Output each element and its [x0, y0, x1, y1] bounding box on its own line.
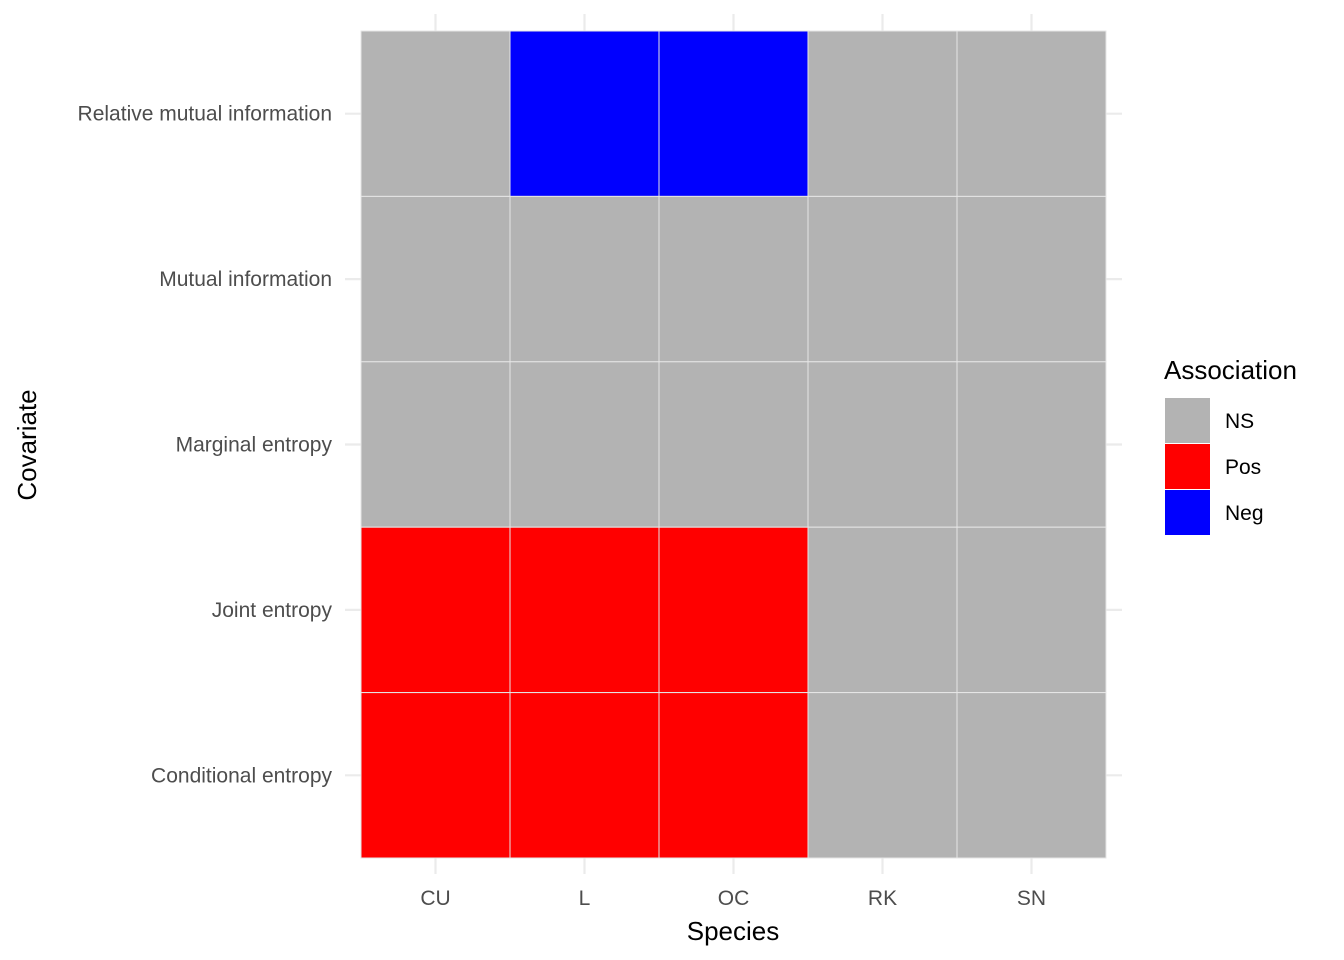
y-axis-ticks: Relative mutual information Mutual inform…	[78, 103, 333, 788]
cell-sn-4-ns	[956, 526, 1107, 694]
x-tick-label-sn: SN	[1017, 887, 1046, 910]
x-tick-label-oc: OC	[718, 887, 750, 910]
legend: Association NS Pos Neg	[1164, 355, 1297, 535]
legend-entries: NS Pos Neg	[1165, 398, 1264, 535]
y-tick-label-5: Conditional entropy	[151, 764, 332, 787]
cell-l-5-pos	[509, 692, 660, 859]
cell-sn-3-ns	[956, 361, 1107, 528]
y-tick-label-3: Marginal entropy	[176, 434, 333, 457]
y-axis-title: Covariate	[12, 389, 42, 500]
x-tick-label-cu: CU	[420, 887, 450, 910]
cell-sn-5-ns	[956, 692, 1107, 859]
cell-l-4-pos	[509, 526, 660, 694]
cell-oc-2-ns	[658, 195, 809, 363]
cell-cu-1-ns	[360, 30, 511, 197]
cell-cu-4-pos	[360, 526, 511, 694]
y-tick-label-4: Joint entropy	[212, 599, 333, 622]
cell-oc-3-ns	[658, 361, 809, 528]
cell-l-1-neg	[509, 30, 660, 197]
legend-label-neg: Neg	[1225, 502, 1264, 525]
x-tick-label-l: L	[579, 887, 591, 910]
legend-label-ns: NS	[1225, 410, 1254, 433]
cell-l-3-ns	[509, 361, 660, 528]
cell-rk-1-ns	[807, 30, 958, 197]
cell-oc-1-neg	[658, 30, 809, 197]
cell-oc-4-pos	[658, 526, 809, 694]
legend-key-pos	[1165, 444, 1210, 489]
legend-label-pos: Pos	[1225, 456, 1261, 479]
cell-l-2-ns	[509, 195, 660, 363]
y-tick-label-1: Relative mutual information	[78, 103, 332, 126]
cell-rk-4-ns	[807, 526, 958, 694]
x-tick-label-rk: RK	[868, 887, 897, 910]
cell-cu-3-ns	[360, 361, 511, 528]
legend-key-neg	[1165, 490, 1210, 535]
cell-rk-5-ns	[807, 692, 958, 859]
cell-rk-3-ns	[807, 361, 958, 528]
x-axis-ticks: CU L OC RK SN	[420, 887, 1046, 910]
cell-cu-2-ns	[360, 195, 511, 363]
x-axis-title: Species	[687, 916, 780, 946]
cell-cu-5-pos	[360, 692, 511, 859]
y-tick-label-2: Mutual information	[159, 268, 332, 291]
cell-sn-1-ns	[956, 30, 1107, 197]
cell-sn-2-ns	[956, 195, 1107, 363]
legend-title: Association	[1164, 355, 1297, 385]
cell-oc-5-pos	[658, 692, 809, 859]
heatmap-cells	[360, 30, 1107, 859]
legend-key-ns	[1165, 398, 1210, 443]
cell-rk-2-ns	[807, 195, 958, 363]
